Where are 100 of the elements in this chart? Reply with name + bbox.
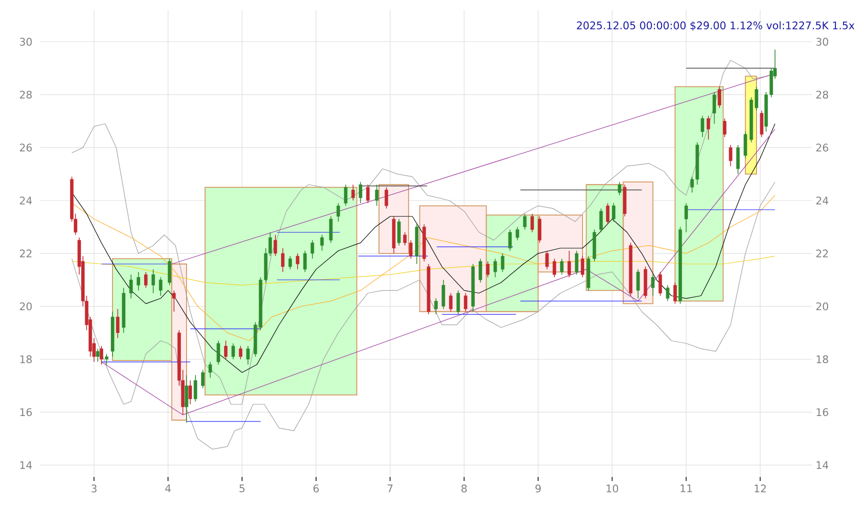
candlestick	[718, 86, 722, 108]
candlestick	[274, 234, 278, 256]
line-series	[72, 182, 776, 450]
candlestick	[397, 218, 401, 246]
x-tick-label: 8	[462, 484, 467, 492]
candlestick	[728, 144, 732, 167]
candlestick	[700, 115, 704, 138]
y-tick-label: 22	[20, 250, 32, 258]
candlestick	[172, 290, 176, 312]
candlestick	[288, 256, 292, 270]
candlestick	[612, 202, 616, 222]
y-tick-label: 26	[20, 144, 32, 152]
y2-tick-label: 18	[816, 355, 828, 364]
candlestick	[706, 115, 710, 140]
y-tick-label: 24	[20, 196, 32, 204]
candlestick	[580, 256, 584, 278]
candlestick	[636, 268, 640, 299]
candlestick	[618, 182, 622, 196]
candlestick	[384, 186, 388, 209]
candlestick	[500, 253, 504, 272]
candlestick	[201, 369, 205, 389]
candlestick	[344, 184, 348, 206]
candlestick	[494, 258, 497, 278]
candlestick	[606, 202, 610, 225]
candlestick	[194, 374, 198, 402]
candlestick	[152, 268, 155, 294]
x-tick-label: 10	[606, 484, 618, 492]
x-tick-label: 12	[754, 484, 766, 492]
candlestick	[320, 234, 324, 252]
candlestick	[336, 202, 340, 222]
candlestick	[129, 274, 133, 299]
candlestick	[552, 258, 556, 278]
y-tick-label: 16	[20, 408, 32, 416]
candlestick	[329, 216, 333, 244]
candlestick	[712, 92, 716, 124]
candlestick	[246, 346, 250, 365]
candlestick	[310, 240, 314, 260]
x-tick-label: 7	[388, 484, 393, 492]
candlestick	[96, 348, 100, 362]
y2-tick-label: 24	[816, 196, 828, 204]
candlestick	[568, 250, 571, 278]
candlestick	[545, 250, 549, 270]
x-tick-label: 6	[313, 484, 319, 492]
text: 2025.12.05 00:00:00 $29.00 1.12% vol:1227.5K 1.5x	[576, 21, 854, 31]
candlestick	[188, 380, 192, 405]
candlestick	[760, 110, 764, 138]
candlestick	[158, 276, 162, 296]
y2-tick-label: 28	[816, 90, 828, 99]
candlestick	[281, 248, 284, 272]
y-tick-label: 18	[20, 355, 32, 364]
candlestick	[303, 250, 307, 272]
y2-tick-label: 22	[816, 250, 828, 258]
y-tick-label: 30	[20, 38, 32, 46]
candlestick	[538, 216, 542, 244]
candlestick	[136, 272, 140, 291]
candlestick	[449, 292, 453, 312]
candlestick	[351, 184, 355, 201]
line-series	[72, 123, 776, 373]
candlestick	[375, 184, 378, 206]
x-tick-label: 3	[92, 484, 97, 492]
y2-tick-label: 30	[816, 38, 828, 46]
candlestick	[744, 131, 748, 159]
candlestick	[231, 342, 235, 360]
x-tick-label: 11	[680, 484, 692, 492]
candlestick	[516, 226, 520, 241]
candlestick	[722, 118, 726, 138]
line-series	[72, 194, 776, 342]
candlestick	[224, 340, 228, 360]
candlestick	[486, 260, 490, 278]
candlestick	[366, 184, 370, 204]
candlestick	[409, 240, 413, 260]
candlestick	[296, 253, 300, 270]
candlestick	[434, 298, 438, 315]
candlestick	[116, 308, 120, 338]
candlestick	[216, 340, 220, 365]
y2-tick-label: 14	[816, 461, 828, 469]
candlestick	[666, 284, 670, 302]
candlestick	[574, 250, 578, 275]
y2-tick-label: 26	[816, 144, 828, 152]
candlestick	[478, 258, 482, 283]
candlestick	[464, 292, 468, 312]
y-tick-label: 14	[20, 461, 32, 469]
candlestick	[684, 202, 688, 233]
candlestick	[358, 182, 362, 204]
candlestick	[456, 290, 460, 315]
y2-tick-label: 16	[816, 408, 828, 416]
y-tick-label: 28	[20, 90, 32, 99]
candlestick	[530, 213, 534, 233]
candlestick	[104, 354, 108, 365]
candlestick	[599, 208, 603, 233]
candlestick	[208, 362, 212, 378]
candlestick	[100, 346, 104, 365]
candlestick	[144, 272, 148, 288]
candlestick	[560, 258, 564, 275]
candlestick	[658, 272, 662, 296]
candlestick	[651, 274, 655, 296]
candlestick	[523, 213, 527, 230]
candlestick	[442, 279, 446, 310]
line-series	[101, 128, 776, 416]
candlestick	[168, 258, 172, 286]
